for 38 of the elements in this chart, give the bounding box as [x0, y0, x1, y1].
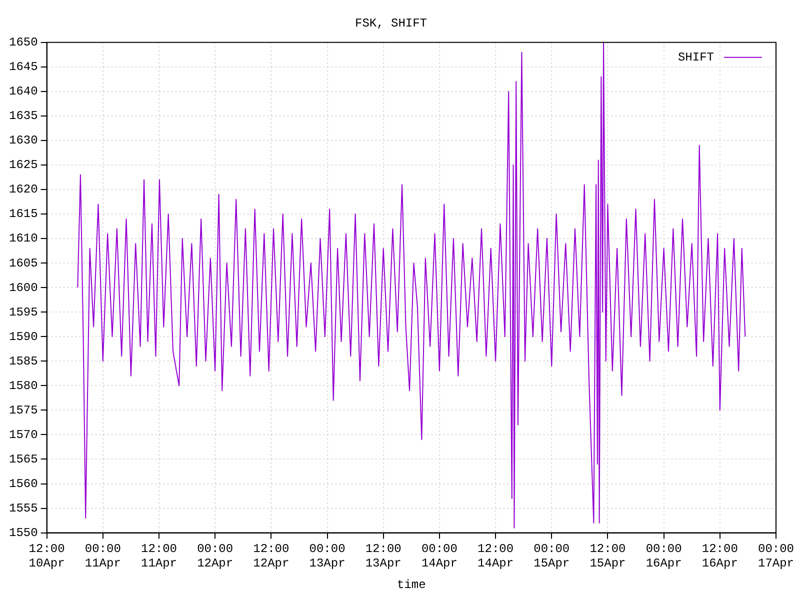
x-tick-label: 00:00 16Apr: [646, 542, 682, 571]
y-tick-label: 1585: [8, 354, 38, 368]
y-tick-label: 1575: [8, 403, 38, 418]
x-tick-label: 00:00 17Apr: [758, 542, 794, 571]
y-tick-label: 1600: [8, 280, 38, 295]
x-tick-label: 12:00 13Apr: [365, 542, 402, 571]
y-tick-label: 1565: [8, 452, 38, 466]
y-tick-label: 1605: [8, 256, 38, 270]
x-tick-label: 00:00 14Apr: [421, 542, 458, 571]
x-tick-label: 12:00 15Apr: [590, 542, 626, 571]
x-tick-label: 00:00 12Apr: [197, 542, 234, 571]
x-tick-label: 12:00 16Apr: [702, 542, 738, 571]
y-tick-label: 1640: [8, 84, 38, 99]
y-tick-label: 1610: [8, 232, 38, 246]
x-tick-label: 12:00 14Apr: [478, 542, 514, 571]
y-tick-label: 1620: [8, 182, 38, 197]
y-tick-label: 1595: [8, 305, 38, 320]
chart-title: FSK, SHIFT: [354, 16, 428, 30]
y-tick-label: 1560: [8, 476, 38, 491]
x-tick-label: 00:00 11Apr: [84, 542, 121, 571]
y-tick-label: 1580: [8, 378, 38, 393]
y-tick-label: 1550: [8, 526, 38, 540]
x-tick-label: 00:00 13Apr: [309, 542, 346, 571]
x-tick-label: 00:00 15Apr: [534, 542, 570, 571]
y-tick-label: 1555: [8, 501, 38, 516]
y-tick-label: 1590: [8, 330, 38, 344]
y-tick-label: 1625: [8, 158, 38, 172]
y-tick-label: 1615: [8, 207, 38, 222]
y-tick-label: 1650: [8, 36, 38, 50]
y-tick-label: 1645: [8, 60, 38, 74]
x-tick-label: 12:00 10Apr: [28, 542, 65, 571]
y-tick-label: 1570: [8, 428, 38, 442]
y-tick-label: 1635: [8, 109, 38, 124]
legend-label: SHIFT: [678, 50, 714, 65]
x-axis-title: time: [396, 578, 426, 592]
x-tick-label: 12:00 12Apr: [253, 542, 290, 571]
y-tick-label: 1630: [8, 134, 38, 148]
x-tick-label: 12:00 11Apr: [140, 542, 177, 571]
